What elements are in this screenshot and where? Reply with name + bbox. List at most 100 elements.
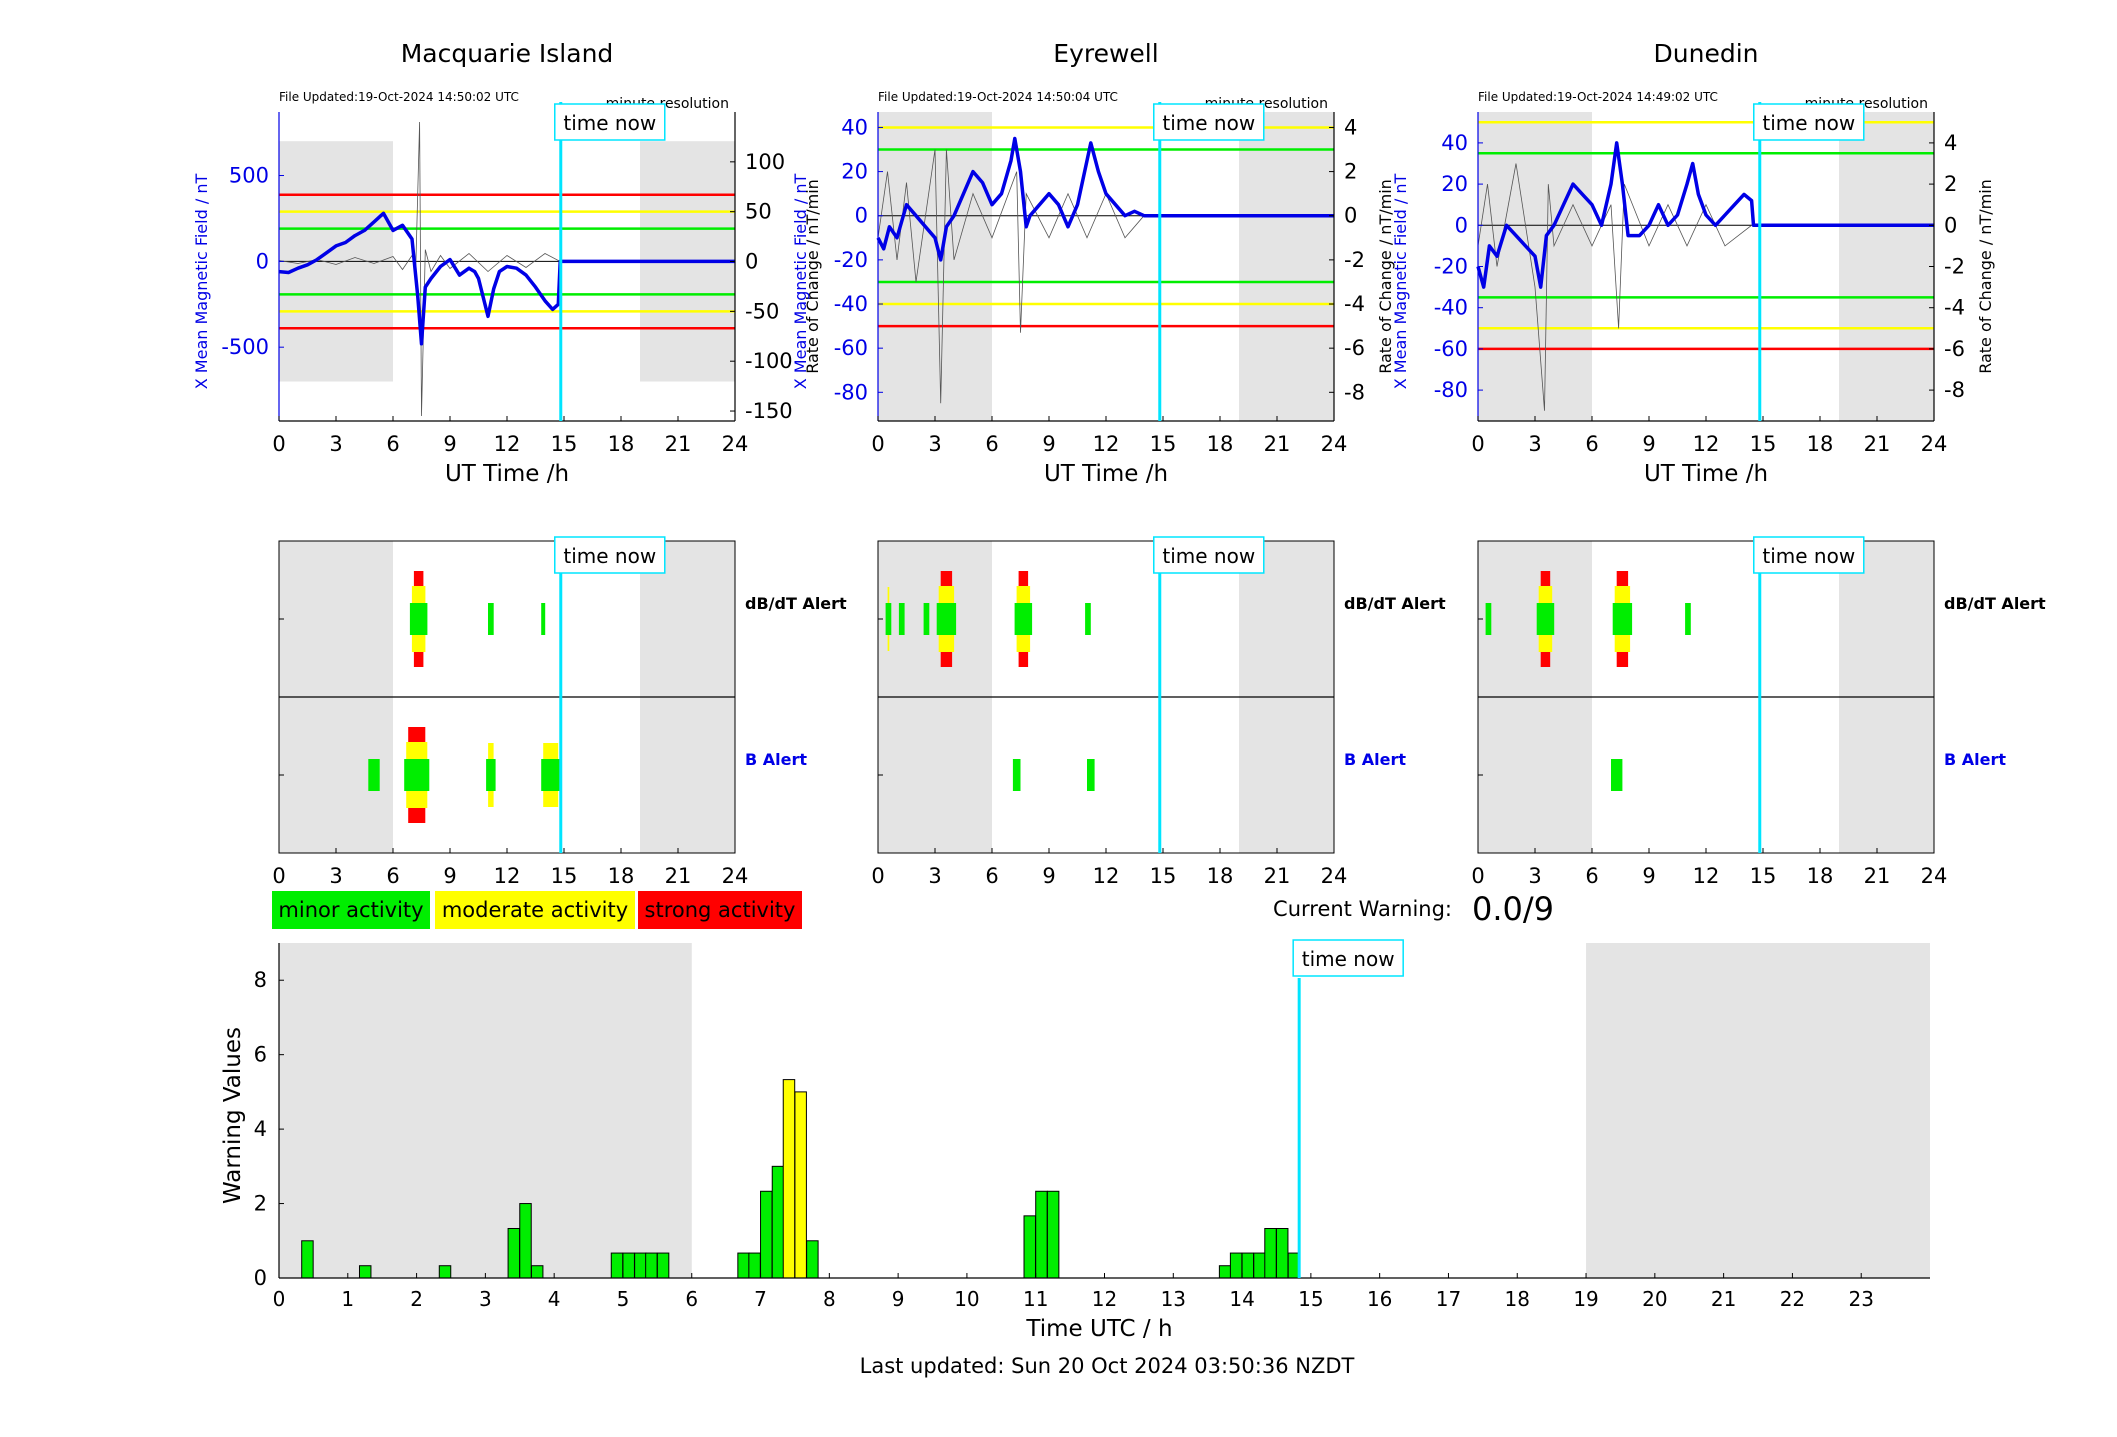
x-tick-label: 6 (985, 864, 998, 888)
station-title: Dunedin (1654, 39, 1759, 68)
x-tick-label: 3 (329, 864, 342, 888)
x-tick-label: 18 (1807, 432, 1834, 456)
right-y-tick-label: 4 (1944, 131, 1957, 155)
x-tick-label: 9 (1642, 864, 1655, 888)
x-tick-label: 24 (1921, 432, 1948, 456)
x-tick-label: 3 (928, 864, 941, 888)
time-now-label: time now (563, 544, 656, 568)
warning-bar (610, 1252, 624, 1279)
x-tick-label: 9 (443, 864, 456, 888)
night-band (1586, 943, 1930, 1278)
right-y-tick-label: -6 (1944, 337, 1965, 361)
right-y-axis-title: Rate of Change / nT/min (803, 179, 822, 374)
station-plot-1: Eyrewell File Updated:19-Oct-2024 14:50:0… (791, 39, 1395, 487)
dbdt-alert-bar-minor (541, 603, 546, 635)
warning-bar (301, 1240, 314, 1279)
time-now-label: time now (1762, 111, 1855, 135)
x-tick-label: 6 (1585, 432, 1598, 456)
x-tick-label: 15 (1750, 432, 1777, 456)
x-tick-label: 0 (272, 432, 285, 456)
time-now-box (1153, 536, 1265, 574)
x-tick-label: 12 (1693, 864, 1720, 888)
right-y-tick-label: -2 (1944, 255, 1965, 279)
left-y-tick-label: -60 (1434, 337, 1468, 361)
time-now-box (554, 103, 666, 141)
rate-of-change-trace (278, 121, 735, 417)
x-tick-label: 21 (1711, 1287, 1736, 1311)
x-tick-label: 8 (823, 1287, 836, 1311)
dbdt-alert-bar-minor (1612, 603, 1633, 635)
x-tick-label: 18 (1807, 864, 1834, 888)
activity-legend: minor activity moderate activity strong … (272, 891, 802, 929)
right-y-tick-label: -150 (745, 399, 793, 423)
x-tick-label: 9 (1042, 864, 1055, 888)
right-y-tick-label: -100 (745, 349, 793, 373)
warning-bar (519, 1203, 532, 1279)
x-tick-label: 6 (386, 432, 399, 456)
y-tick-label: 4 (254, 1117, 267, 1141)
x-tick-label: 18 (608, 864, 635, 888)
b-alert-bar-minor (368, 759, 380, 791)
b-alert-bar-minor (1611, 759, 1623, 791)
left-y-axis-title: X Mean Magnetic Field / nT (1391, 174, 1410, 390)
x-tick-label: 12 (1093, 864, 1120, 888)
warning-bar (737, 1252, 750, 1279)
dbdt-alert-bar-minor (1536, 603, 1555, 635)
warning-bar (1229, 1252, 1243, 1279)
x-tick-label: 24 (1321, 864, 1348, 888)
b-alert-bar-minor (1012, 759, 1021, 791)
x-tick-label: 0 (871, 864, 884, 888)
left-y-tick-label: -20 (1434, 255, 1468, 279)
y-axis-label: Warning Values (220, 1027, 246, 1204)
time-now-box (554, 536, 666, 574)
x-tick-label: 21 (665, 864, 692, 888)
left-y-tick-label: -40 (834, 292, 868, 316)
x-tick-label: 11 (1023, 1287, 1048, 1311)
station-title: Macquarie Island (401, 39, 614, 68)
right-y-tick-label: -4 (1344, 292, 1365, 316)
x-tick-label: 9 (1642, 432, 1655, 456)
night-band (1839, 112, 1934, 421)
warning-bar (771, 1165, 785, 1279)
x-tick-label: 6 (1585, 864, 1598, 888)
dbdt-alert-label: dB/dT Alert (745, 594, 847, 613)
right-y-tick-label: 100 (745, 150, 785, 174)
legend-strong-swatch (638, 891, 802, 929)
warning-bar (358, 1265, 372, 1279)
warning-bar (656, 1252, 670, 1279)
b-alert-label: B Alert (1344, 750, 1406, 769)
legend-minor-label: minor activity (278, 898, 423, 922)
x-tick-label: 4 (548, 1287, 561, 1311)
right-y-tick-label: -8 (1344, 380, 1365, 404)
warning-bar (634, 1252, 647, 1279)
x-tick-label: 15 (551, 432, 578, 456)
x-tick-label: 3 (479, 1287, 492, 1311)
dbdt-alert-bar-minor (923, 603, 930, 635)
left-y-tick-label: 40 (841, 115, 868, 139)
x-tick-label: 9 (443, 432, 456, 456)
warning-bar (794, 1091, 807, 1279)
left-y-tick-label: 0 (855, 204, 868, 228)
warning-values-chart: 0 1 2 3 4 5 6 7 8 9 10 11 12 13 14 15 16 17 18 19 20 21 22 2302… (220, 939, 1930, 1342)
y-tick-label: 0 (254, 1266, 267, 1290)
current-warning-value: 0.0/9 (1472, 890, 1554, 928)
legend-strong-label: strong activity (645, 898, 796, 922)
warning-bar (1218, 1265, 1232, 1279)
warning-bar (1035, 1190, 1048, 1279)
x-tick-label: 9 (892, 1287, 905, 1311)
right-y-tick-label: -4 (1944, 296, 1965, 320)
dbdt-alert-label: dB/dT Alert (1944, 594, 2046, 613)
station-field-plots: Macquarie Island File Updated:19-Oct-2024… (192, 39, 1995, 487)
x-tick-label: 6 (985, 432, 998, 456)
warning-bar (438, 1265, 452, 1279)
left-y-tick-label: -500 (221, 335, 269, 359)
dbdt-alert-bar-minor (488, 603, 494, 635)
legend-moderate-label: moderate activity (442, 898, 628, 922)
last-updated: Last updated: Sun 20 Oct 2024 03:50:36 N… (860, 1354, 1355, 1378)
y-tick-label: 2 (254, 1192, 267, 1216)
x-tick-label: 0 (273, 1287, 286, 1311)
x-tick-label: 3 (329, 432, 342, 456)
right-y-tick-label: 4 (1344, 115, 1357, 139)
time-now-box (1292, 939, 1404, 977)
right-y-tick-label: 2 (1344, 160, 1357, 184)
